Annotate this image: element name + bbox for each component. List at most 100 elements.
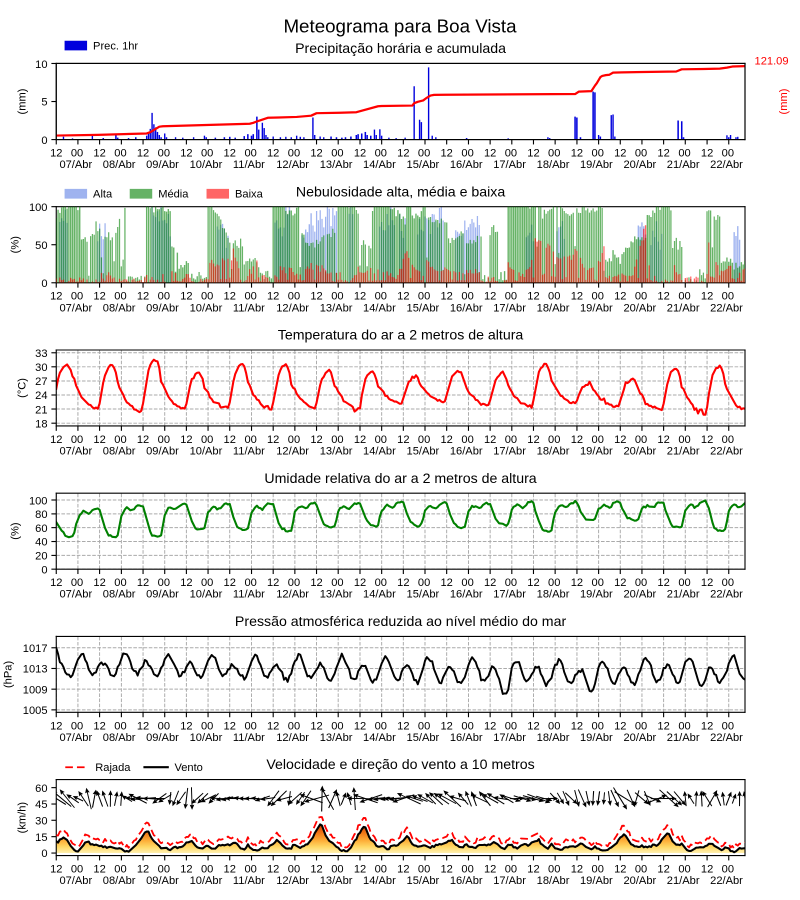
svg-text:00: 00: [418, 291, 430, 303]
svg-text:00: 00: [201, 864, 213, 876]
svg-text:00: 00: [548, 147, 560, 159]
svg-text:07/Abr: 07/Abr: [59, 445, 92, 457]
svg-text:00: 00: [331, 864, 343, 876]
svg-text:24: 24: [35, 390, 47, 402]
svg-text:12: 12: [310, 720, 322, 732]
svg-text:5: 5: [41, 97, 47, 109]
svg-text:00: 00: [418, 720, 430, 732]
svg-text:00: 00: [635, 720, 647, 732]
svg-text:00: 00: [201, 291, 213, 303]
svg-text:12: 12: [137, 864, 149, 876]
svg-text:12: 12: [614, 434, 626, 446]
svg-text:12: 12: [93, 291, 105, 303]
svg-text:00: 00: [505, 864, 517, 876]
svg-text:12/Abr: 12/Abr: [276, 445, 309, 457]
svg-text:00: 00: [461, 434, 473, 446]
svg-text:00: 00: [722, 434, 734, 446]
svg-text:00: 00: [592, 434, 604, 446]
svg-text:Prec. 1hr: Prec. 1hr: [93, 40, 138, 52]
svg-text:Precipitação horária e acumula: Precipitação horária e acumulada: [295, 41, 506, 57]
svg-text:00: 00: [201, 720, 213, 732]
svg-text:12: 12: [614, 147, 626, 159]
svg-text:22/Abr: 22/Abr: [710, 302, 743, 314]
svg-text:12: 12: [657, 434, 669, 446]
svg-text:12: 12: [397, 577, 409, 589]
svg-text:00: 00: [722, 291, 734, 303]
svg-text:21/Abr: 21/Abr: [667, 159, 700, 171]
svg-text:12/Abr: 12/Abr: [276, 302, 309, 314]
svg-text:13/Abr: 13/Abr: [320, 302, 353, 314]
svg-text:18/Abr: 18/Abr: [537, 875, 570, 887]
svg-text:50: 50: [35, 240, 47, 252]
svg-text:00: 00: [461, 577, 473, 589]
svg-text:12: 12: [527, 434, 539, 446]
svg-text:00: 00: [244, 291, 256, 303]
svg-text:00: 00: [505, 434, 517, 446]
svg-text:12: 12: [657, 720, 669, 732]
svg-text:00: 00: [288, 291, 300, 303]
svg-text:12: 12: [93, 864, 105, 876]
svg-text:12: 12: [571, 147, 583, 159]
svg-text:10/Abr: 10/Abr: [190, 159, 223, 171]
svg-text:00: 00: [71, 864, 83, 876]
svg-text:00: 00: [114, 864, 126, 876]
svg-text:09/Abr: 09/Abr: [146, 302, 179, 314]
svg-text:18: 18: [35, 418, 47, 430]
svg-text:60: 60: [35, 523, 47, 535]
svg-text:12: 12: [657, 291, 669, 303]
svg-text:12: 12: [354, 864, 366, 876]
svg-text:00: 00: [158, 577, 170, 589]
svg-text:07/Abr: 07/Abr: [59, 589, 92, 601]
svg-text:07/Abr: 07/Abr: [59, 875, 92, 887]
svg-text:10: 10: [35, 59, 47, 71]
svg-text:19/Abr: 19/Abr: [580, 159, 613, 171]
svg-text:12: 12: [137, 577, 149, 589]
svg-text:00: 00: [722, 720, 734, 732]
svg-text:12: 12: [267, 720, 279, 732]
svg-text:16/Abr: 16/Abr: [450, 589, 483, 601]
svg-text:12: 12: [614, 864, 626, 876]
svg-text:60: 60: [35, 783, 47, 795]
svg-text:13/Abr: 13/Abr: [320, 445, 353, 457]
svg-text:14/Abr: 14/Abr: [363, 875, 396, 887]
svg-text:00: 00: [331, 434, 343, 446]
svg-text:45: 45: [35, 799, 47, 811]
svg-text:00: 00: [505, 291, 517, 303]
svg-text:20/Abr: 20/Abr: [623, 589, 656, 601]
svg-text:13/Abr: 13/Abr: [320, 159, 353, 171]
svg-text:Pressão atmosférica reduzida a: Pressão atmosférica reduzida ao nível mé…: [235, 614, 567, 630]
svg-text:12: 12: [397, 864, 409, 876]
svg-text:00: 00: [114, 720, 126, 732]
svg-text:20: 20: [35, 551, 47, 563]
svg-text:12: 12: [397, 147, 409, 159]
svg-text:21/Abr: 21/Abr: [667, 589, 700, 601]
svg-text:09/Abr: 09/Abr: [146, 875, 179, 887]
svg-text:00: 00: [592, 147, 604, 159]
svg-text:12: 12: [224, 147, 236, 159]
svg-text:12: 12: [50, 434, 62, 446]
svg-text:12: 12: [657, 147, 669, 159]
svg-text:27: 27: [35, 376, 47, 388]
svg-text:(%): (%): [9, 236, 21, 254]
svg-text:13/Abr: 13/Abr: [320, 875, 353, 887]
svg-text:00: 00: [635, 147, 647, 159]
svg-text:00: 00: [375, 291, 387, 303]
svg-text:12: 12: [180, 720, 192, 732]
svg-text:16/Abr: 16/Abr: [450, 875, 483, 887]
svg-text:00: 00: [678, 720, 690, 732]
svg-text:17/Abr: 17/Abr: [493, 589, 526, 601]
svg-text:00: 00: [418, 864, 430, 876]
svg-text:19/Abr: 19/Abr: [580, 732, 613, 744]
svg-text:11/Abr: 11/Abr: [233, 159, 265, 171]
svg-text:12: 12: [440, 434, 452, 446]
svg-text:00: 00: [244, 864, 256, 876]
svg-text:12/Abr: 12/Abr: [276, 732, 309, 744]
svg-text:12: 12: [50, 577, 62, 589]
svg-text:20/Abr: 20/Abr: [623, 159, 656, 171]
svg-text:12: 12: [354, 720, 366, 732]
svg-text:00: 00: [375, 147, 387, 159]
svg-text:09/Abr: 09/Abr: [146, 589, 179, 601]
svg-text:1013: 1013: [23, 664, 48, 676]
svg-text:12: 12: [527, 147, 539, 159]
svg-text:12: 12: [137, 147, 149, 159]
